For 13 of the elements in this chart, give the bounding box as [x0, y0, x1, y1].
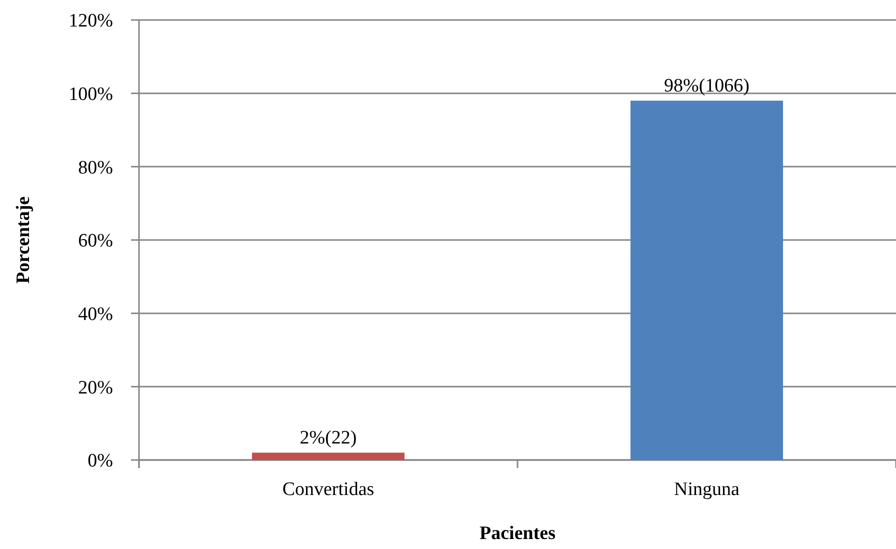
y-tick-label: 120% — [68, 10, 114, 32]
y-axis-title: Porcentaje — [13, 196, 34, 284]
x-tick-label: Convertidas — [282, 479, 374, 500]
y-tick-label: 40% — [78, 304, 114, 325]
data-label: 2%(22) — [300, 428, 357, 449]
data-label: 98%(1066) — [664, 76, 750, 97]
y-tick-label: 60% — [78, 230, 114, 252]
x-axis-title: Pacientes — [480, 523, 556, 544]
y-tick-label: 20% — [78, 377, 114, 398]
y-tick-label: 80% — [78, 157, 114, 178]
y-tick-label: 0% — [88, 450, 114, 472]
x-tick-label: Ninguna — [674, 479, 740, 500]
y-tick-label: 100% — [68, 84, 114, 105]
